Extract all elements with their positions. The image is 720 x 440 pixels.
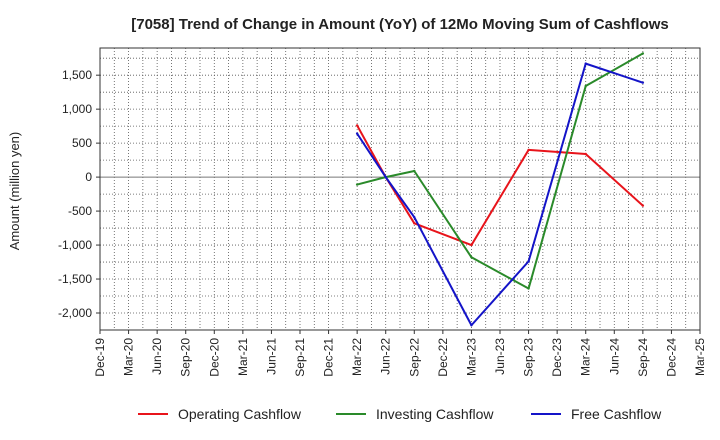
y-axis-label: Amount (million yen) [7,132,22,251]
data-point [470,324,473,327]
x-tick-label: Dec-20 [207,338,221,377]
plot-frame [99,47,701,331]
x-tick-label: Mar-24 [579,338,593,376]
data-point [355,132,359,135]
series-line [356,52,644,290]
x-tick-label: Sep-22 [407,338,421,377]
y-tick-label: 1,500 [62,68,92,82]
x-tick-label: Sep-23 [522,338,536,377]
data-point [413,216,416,219]
legend-label: Investing Cashflow [376,406,494,422]
x-tick-label: Sep-21 [293,338,307,377]
x-tick-label: Dec-21 [322,338,336,377]
chart-title: [7058] Trend of Change in Amount (YoY) o… [131,16,669,33]
y-tick-label: 0 [85,170,92,184]
legend-item-operating-cashflow: Operating Cashflow [138,406,302,422]
legend-item-free-cashflow: Free Cashflow [531,406,662,422]
data-point [384,175,387,179]
x-tick-label: Dec-22 [436,338,450,377]
y-tick-label: 1,000 [62,102,92,116]
data-point [584,84,587,88]
x-tick-label: Jun-21 [264,338,278,375]
data-point [355,183,359,186]
y-tick-label: -1,500 [58,272,92,286]
series-layer [355,52,645,327]
x-tick-label: Mar-20 [122,338,136,376]
series-free-cashflow [355,62,645,327]
x-tick-label: Dec-24 [664,338,678,377]
x-tick-label: Mar-22 [350,338,364,376]
x-tick-label: Mar-23 [464,338,478,376]
data-point [584,152,587,156]
x-tick-label: Sep-24 [636,338,650,377]
x-tick-label: Jun-22 [379,338,393,375]
data-point [470,243,473,247]
data-point [527,260,530,263]
y-tick-label: -1,000 [58,238,92,252]
x-tick-label: Mar-21 [236,338,250,376]
grid [99,48,701,330]
x-tick-label: Jun-20 [150,338,164,375]
axes: -2,000 -1,500 -1,000 -500 0 500 1,000 1,500 Dec-… [58,47,707,377]
legend: Operating Cashflow Investing Cashflow Free… [138,406,662,422]
x-tick-label: Dec-23 [550,338,564,377]
y-tick-label: -2,000 [58,306,92,320]
x-tick-label: Sep-20 [179,338,193,377]
legend-label: Free Cashflow [571,406,662,422]
data-point [413,169,416,173]
x-tick-label: Mar-25 [693,338,707,376]
legend-item-investing-cashflow: Investing Cashflow [336,406,494,422]
data-point [584,62,587,65]
data-point [641,204,645,207]
y-tick-label: -500 [68,204,92,218]
data-point [527,287,530,290]
data-point [470,256,473,259]
data-point [355,124,359,127]
data-point [527,148,530,152]
x-tick-label: Jun-23 [493,338,507,375]
x-tick-label: Dec-19 [93,338,107,377]
y-tick-label: 500 [72,136,92,150]
x-tick-label: Jun-24 [607,338,621,375]
legend-label: Operating Cashflow [178,406,302,422]
data-point [641,81,645,84]
data-point [413,222,416,225]
data-point [641,52,645,55]
